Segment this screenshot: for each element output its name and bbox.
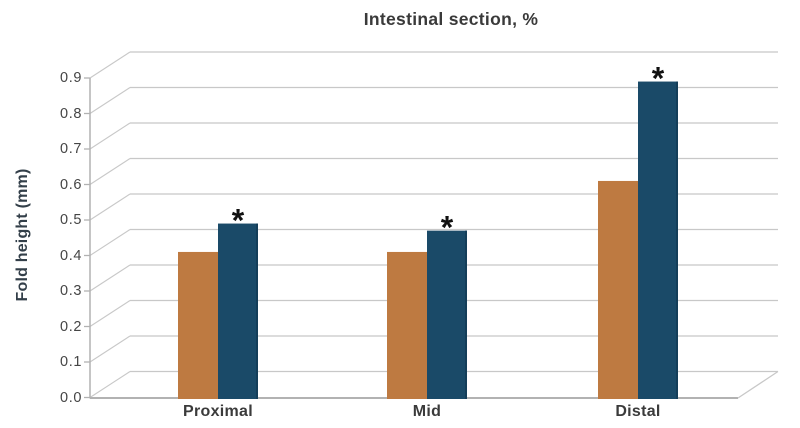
bar-proximal-orange (178, 251, 218, 399)
y-tick-label-0.1: 0.1 (60, 354, 82, 370)
y-tick-label-0.8: 0.8 (60, 105, 82, 122)
y-tick-label-0.4: 0.4 (60, 247, 82, 264)
y-tick-label-0.0: 0.0 (60, 389, 82, 406)
bar-distal-blue (638, 81, 678, 400)
gridline-diagonal (89, 371, 131, 398)
y-tick-label-0.3: 0.3 (60, 283, 82, 299)
bar-mid-blue (427, 230, 467, 399)
gridline-diagonal (89, 158, 131, 185)
y-tick-label-0.6: 0.6 (60, 176, 82, 193)
y-tick-label-0.2: 0.2 (60, 318, 82, 335)
y-tick-label-0.7: 0.7 (60, 141, 82, 157)
gridline-diagonal (89, 229, 131, 256)
x-category-label-mid: Mid (412, 403, 442, 420)
significance-asterisk-distal: * (652, 61, 665, 97)
bar-proximal-blue (218, 223, 258, 399)
floor-right-diagonal (737, 370, 779, 399)
y-axis-title: Fold height (mm) (14, 168, 31, 302)
chart-title: Intestinal section, % (363, 9, 539, 29)
bar-mid-orange (387, 251, 427, 399)
bar-edge-distal-blue (676, 81, 678, 400)
x-category-label-proximal: Proximal (183, 403, 253, 420)
bar-edge-mid-blue (465, 230, 467, 399)
x-category-label-distal: Distal (615, 403, 661, 420)
gridline-diagonal (89, 51, 131, 79)
significance-asterisk-proximal: * (232, 203, 245, 239)
gridline-diagonal (89, 87, 131, 114)
gridline-diagonal (89, 335, 131, 363)
bar-distal-orange (598, 180, 638, 399)
gridline-diagonal (89, 122, 131, 150)
y-tick-label-0.5: 0.5 (60, 212, 82, 228)
gridline-diagonal (89, 193, 131, 221)
gridline-diagonal (89, 264, 131, 292)
y-tick-label-0.9: 0.9 (60, 70, 82, 86)
bar-edge-proximal-blue (256, 223, 258, 399)
gridline-diagonal (89, 300, 131, 327)
significance-asterisk-mid: * (441, 210, 454, 246)
